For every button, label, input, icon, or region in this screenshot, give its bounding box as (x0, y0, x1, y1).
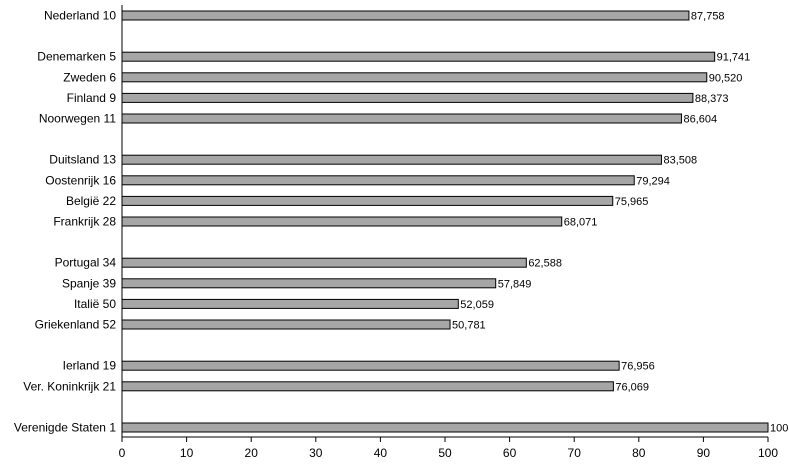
x-tick-label: 40 (374, 446, 388, 460)
value-label: 76,069 (615, 381, 649, 393)
x-tick-label: 80 (632, 446, 646, 460)
category-label: Zweden 6 (63, 70, 116, 84)
value-label: 90,520 (709, 72, 743, 84)
x-tick-label: 20 (245, 446, 259, 460)
category-label: Denemarken 5 (37, 50, 116, 64)
value-label: 88,373 (695, 93, 729, 105)
bar (121, 51, 716, 62)
value-label: 62,588 (528, 258, 562, 270)
value-label: 86,604 (683, 114, 717, 126)
value-label: 52,059 (460, 299, 494, 311)
x-tick-label: 90 (697, 446, 711, 460)
bar (121, 10, 690, 21)
category-label: Ierland 19 (63, 359, 117, 373)
x-tick-label: 10 (180, 446, 194, 460)
category-label: Ver. Koninkrijk 21 (23, 379, 116, 393)
bar (121, 360, 620, 371)
category-label: Verenigde Staten 1 (14, 421, 116, 435)
bar (121, 216, 563, 227)
bar (121, 381, 614, 392)
value-label: 50,781 (452, 320, 486, 332)
value-label: 76,956 (621, 361, 655, 373)
value-label: 75,965 (615, 196, 649, 208)
category-label: Spanje 39 (62, 276, 116, 290)
value-label: 91,741 (717, 52, 751, 64)
bar (121, 422, 769, 433)
bar (121, 154, 662, 165)
category-label: Nederland 10 (44, 9, 116, 23)
category-label: Oostenrijk 16 (45, 173, 116, 187)
bar (121, 195, 614, 206)
category-labels: Nederland 10 Denemarken 5 Zweden 6 Finland … (14, 9, 116, 435)
bar (121, 278, 497, 289)
category-label: België 22 (66, 194, 116, 208)
value-label: 79,294 (636, 175, 670, 187)
x-tick-label: 50 (438, 446, 452, 460)
category-label: Finland 9 (67, 91, 117, 105)
value-label: 68,071 (564, 217, 598, 229)
category-label: Noorwegen 11 (39, 112, 116, 126)
bar (121, 175, 635, 186)
bar (121, 92, 694, 103)
bars-layer (121, 10, 769, 433)
x-tick-label: 30 (309, 446, 323, 460)
x-tick-label: 70 (568, 446, 582, 460)
value-label: 87,758 (691, 11, 725, 23)
category-label: Duitsland 13 (49, 153, 116, 167)
value-label: 57,849 (498, 278, 532, 290)
bar (121, 113, 682, 124)
x-tick-label: 0 (119, 446, 126, 460)
category-label: Frankrijk 28 (53, 215, 116, 229)
category-label: Italië 50 (74, 297, 116, 311)
value-labels: 87,758 91,741 90,520 88,373 86,604 83,508 79,2… (452, 11, 788, 435)
category-label: Portugal 34 (55, 256, 117, 270)
bar (121, 298, 459, 309)
x-tick-label: 100 (758, 446, 778, 460)
bar (121, 257, 527, 268)
category-label: Griekenland 52 (35, 318, 117, 332)
bar (121, 319, 451, 330)
x-axis: 0 10 20 30 40 50 60 70 80 90 100 (119, 5, 778, 460)
value-label: 100 (770, 423, 788, 435)
value-label: 83,508 (663, 155, 697, 167)
bar (121, 72, 708, 83)
x-tick-label: 60 (503, 446, 517, 460)
